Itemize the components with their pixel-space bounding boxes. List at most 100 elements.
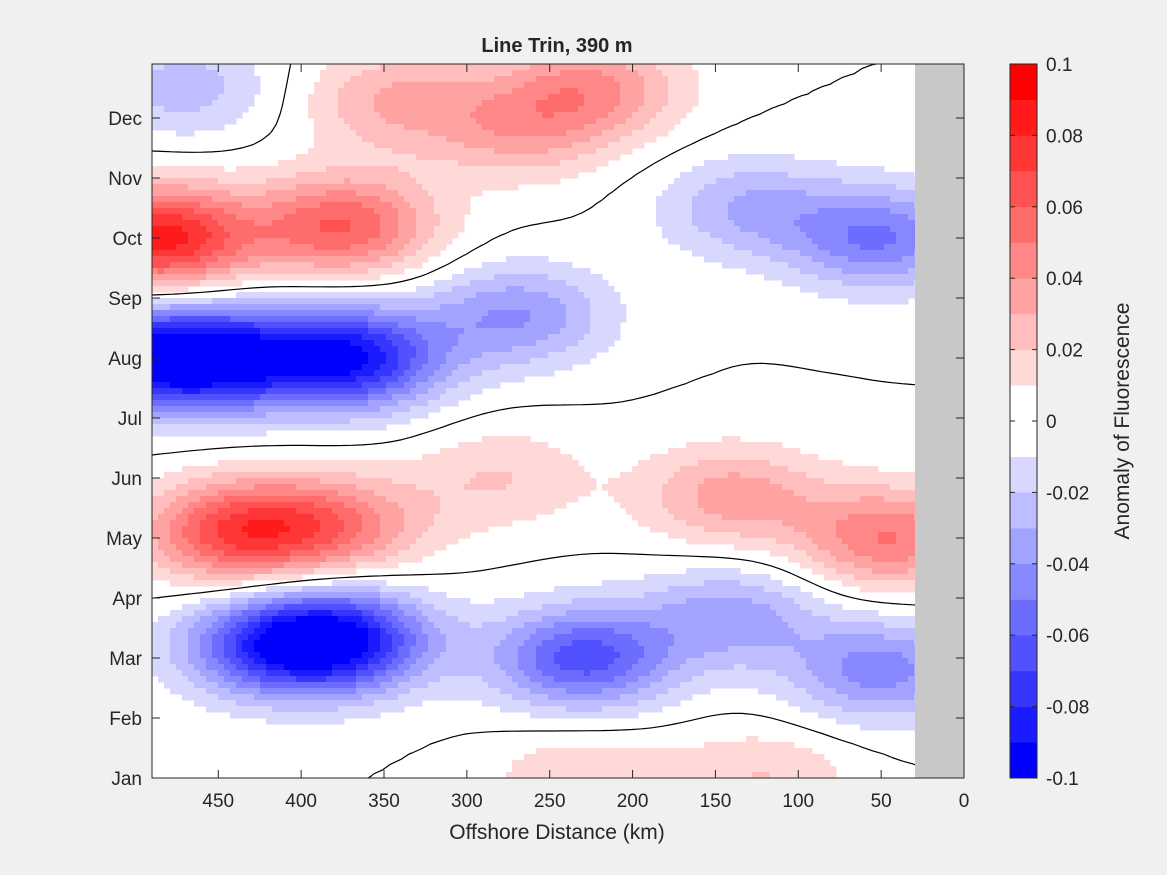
heatmap-cell	[812, 286, 819, 293]
heatmap-cell	[596, 346, 603, 353]
heatmap-cell	[578, 124, 585, 131]
heatmap-cell	[518, 70, 525, 77]
heatmap-cell	[284, 394, 291, 401]
heatmap-cell	[812, 262, 819, 269]
heatmap-cell	[374, 304, 381, 311]
heatmap-cell	[188, 466, 195, 473]
heatmap-cell	[464, 118, 471, 125]
heatmap-cell	[572, 460, 579, 467]
heatmap-cell	[230, 202, 237, 209]
heatmap-cell	[560, 154, 567, 161]
heatmap-cell	[272, 346, 279, 353]
heatmap-cell	[182, 220, 189, 227]
heatmap-cell	[374, 214, 381, 221]
heatmap-cell	[350, 214, 357, 221]
heatmap-cell	[362, 154, 369, 161]
heatmap-cell	[626, 64, 633, 71]
heatmap-cell	[302, 172, 309, 179]
heatmap-cell	[902, 184, 909, 191]
heatmap-cell	[374, 82, 381, 89]
heatmap-cell	[812, 202, 819, 209]
heatmap-cell	[446, 364, 453, 371]
heatmap-cell	[566, 112, 573, 119]
heatmap-cell	[500, 352, 507, 359]
heatmap-cell	[500, 316, 507, 323]
heatmap-cell	[332, 184, 339, 191]
heatmap-cell	[524, 364, 531, 371]
heatmap-cell	[230, 184, 237, 191]
heatmap-cell	[734, 460, 741, 467]
heatmap-cell	[302, 370, 309, 377]
heatmap-cell	[590, 88, 597, 95]
heatmap-cell	[290, 244, 297, 251]
heatmap-cell	[290, 466, 297, 473]
heatmap-cell	[218, 76, 225, 83]
heatmap-cell	[506, 316, 513, 323]
heatmap-cell	[440, 280, 447, 287]
heatmap-cell	[266, 376, 273, 383]
heatmap-cell	[884, 184, 891, 191]
heatmap-cell	[578, 358, 585, 365]
heatmap-cell	[188, 280, 195, 287]
heatmap-cell	[392, 106, 399, 113]
heatmap-cell	[254, 256, 261, 263]
heatmap-cell	[482, 130, 489, 137]
heatmap-cell	[326, 64, 333, 71]
heatmap-cell	[266, 322, 273, 329]
heatmap-cell	[488, 334, 495, 341]
heatmap-cell	[686, 82, 693, 89]
heatmap-cell	[836, 178, 843, 185]
heatmap-cell	[254, 196, 261, 203]
heatmap-cell	[650, 76, 657, 83]
heatmap-cell	[530, 292, 537, 299]
heatmap-cell	[596, 310, 603, 317]
heatmap-cell	[320, 118, 327, 125]
heatmap-cell	[446, 160, 453, 167]
heatmap-cell	[368, 76, 375, 83]
heatmap-cell	[428, 88, 435, 95]
heatmap-cell	[206, 418, 213, 425]
heatmap-cell	[182, 196, 189, 203]
heatmap-cell	[584, 304, 591, 311]
heatmap-cell	[206, 280, 213, 287]
heatmap-cell	[644, 118, 651, 125]
heatmap-cell	[350, 142, 357, 149]
heatmap-cell	[296, 406, 303, 413]
heatmap-cell	[200, 196, 207, 203]
heatmap-cell	[404, 388, 411, 395]
heatmap-cell	[488, 364, 495, 371]
heatmap-cell	[164, 250, 171, 257]
heatmap-cell	[422, 82, 429, 89]
heatmap-cell	[164, 106, 171, 113]
heatmap-cell	[584, 142, 591, 149]
heatmap-cell	[722, 226, 729, 233]
heatmap-cell	[176, 370, 183, 377]
heatmap-cell	[392, 244, 399, 251]
heatmap-cell	[296, 226, 303, 233]
heatmap-cell	[338, 136, 345, 143]
heatmap-cell	[686, 196, 693, 203]
heatmap-cell	[176, 124, 183, 131]
heatmap-cell	[446, 154, 453, 161]
heatmap-cell	[350, 202, 357, 209]
heatmap-cell	[692, 208, 699, 215]
heatmap-cell	[524, 256, 531, 263]
heatmap-cell	[560, 148, 567, 155]
heatmap-cell	[608, 136, 615, 143]
heatmap-cell	[602, 292, 609, 299]
heatmap-cell	[338, 400, 345, 407]
heatmap-cell	[500, 106, 507, 113]
heatmap-cell	[344, 202, 351, 209]
heatmap-cell	[248, 310, 255, 317]
heatmap-cell	[326, 88, 333, 95]
heatmap-cell	[398, 82, 405, 89]
heatmap-cell	[176, 286, 183, 293]
heatmap-cell	[284, 226, 291, 233]
heatmap-cell	[542, 94, 549, 101]
heatmap-cell	[314, 268, 321, 275]
heatmap-cell	[488, 436, 495, 443]
heatmap-cell	[248, 340, 255, 347]
heatmap-cell	[554, 322, 561, 329]
heatmap-cell	[392, 100, 399, 107]
heatmap-cell	[350, 70, 357, 77]
